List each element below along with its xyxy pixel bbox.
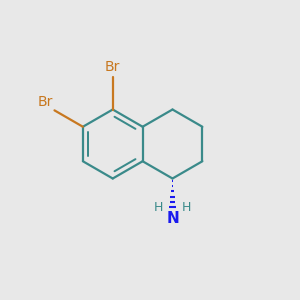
Text: H: H bbox=[153, 201, 163, 214]
Text: N: N bbox=[166, 211, 179, 226]
Text: Br: Br bbox=[105, 60, 120, 74]
Text: Br: Br bbox=[38, 95, 53, 110]
Text: H: H bbox=[182, 201, 192, 214]
